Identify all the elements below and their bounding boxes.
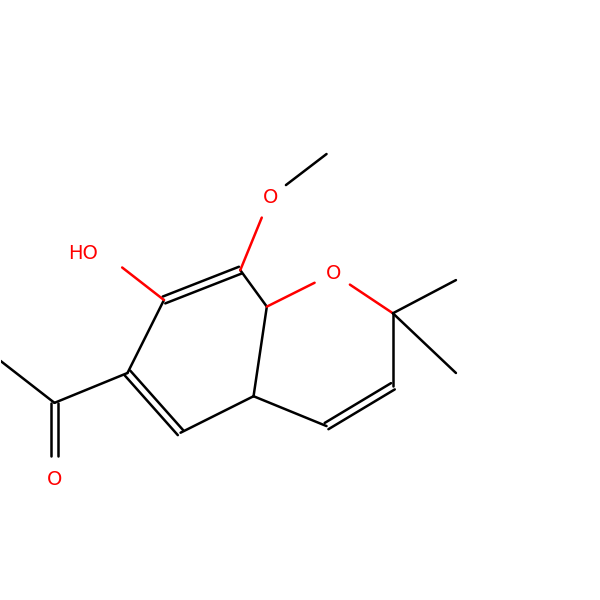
- Text: HO: HO: [68, 244, 98, 263]
- Text: O: O: [47, 470, 62, 488]
- Text: O: O: [325, 264, 341, 283]
- Text: O: O: [262, 188, 278, 206]
